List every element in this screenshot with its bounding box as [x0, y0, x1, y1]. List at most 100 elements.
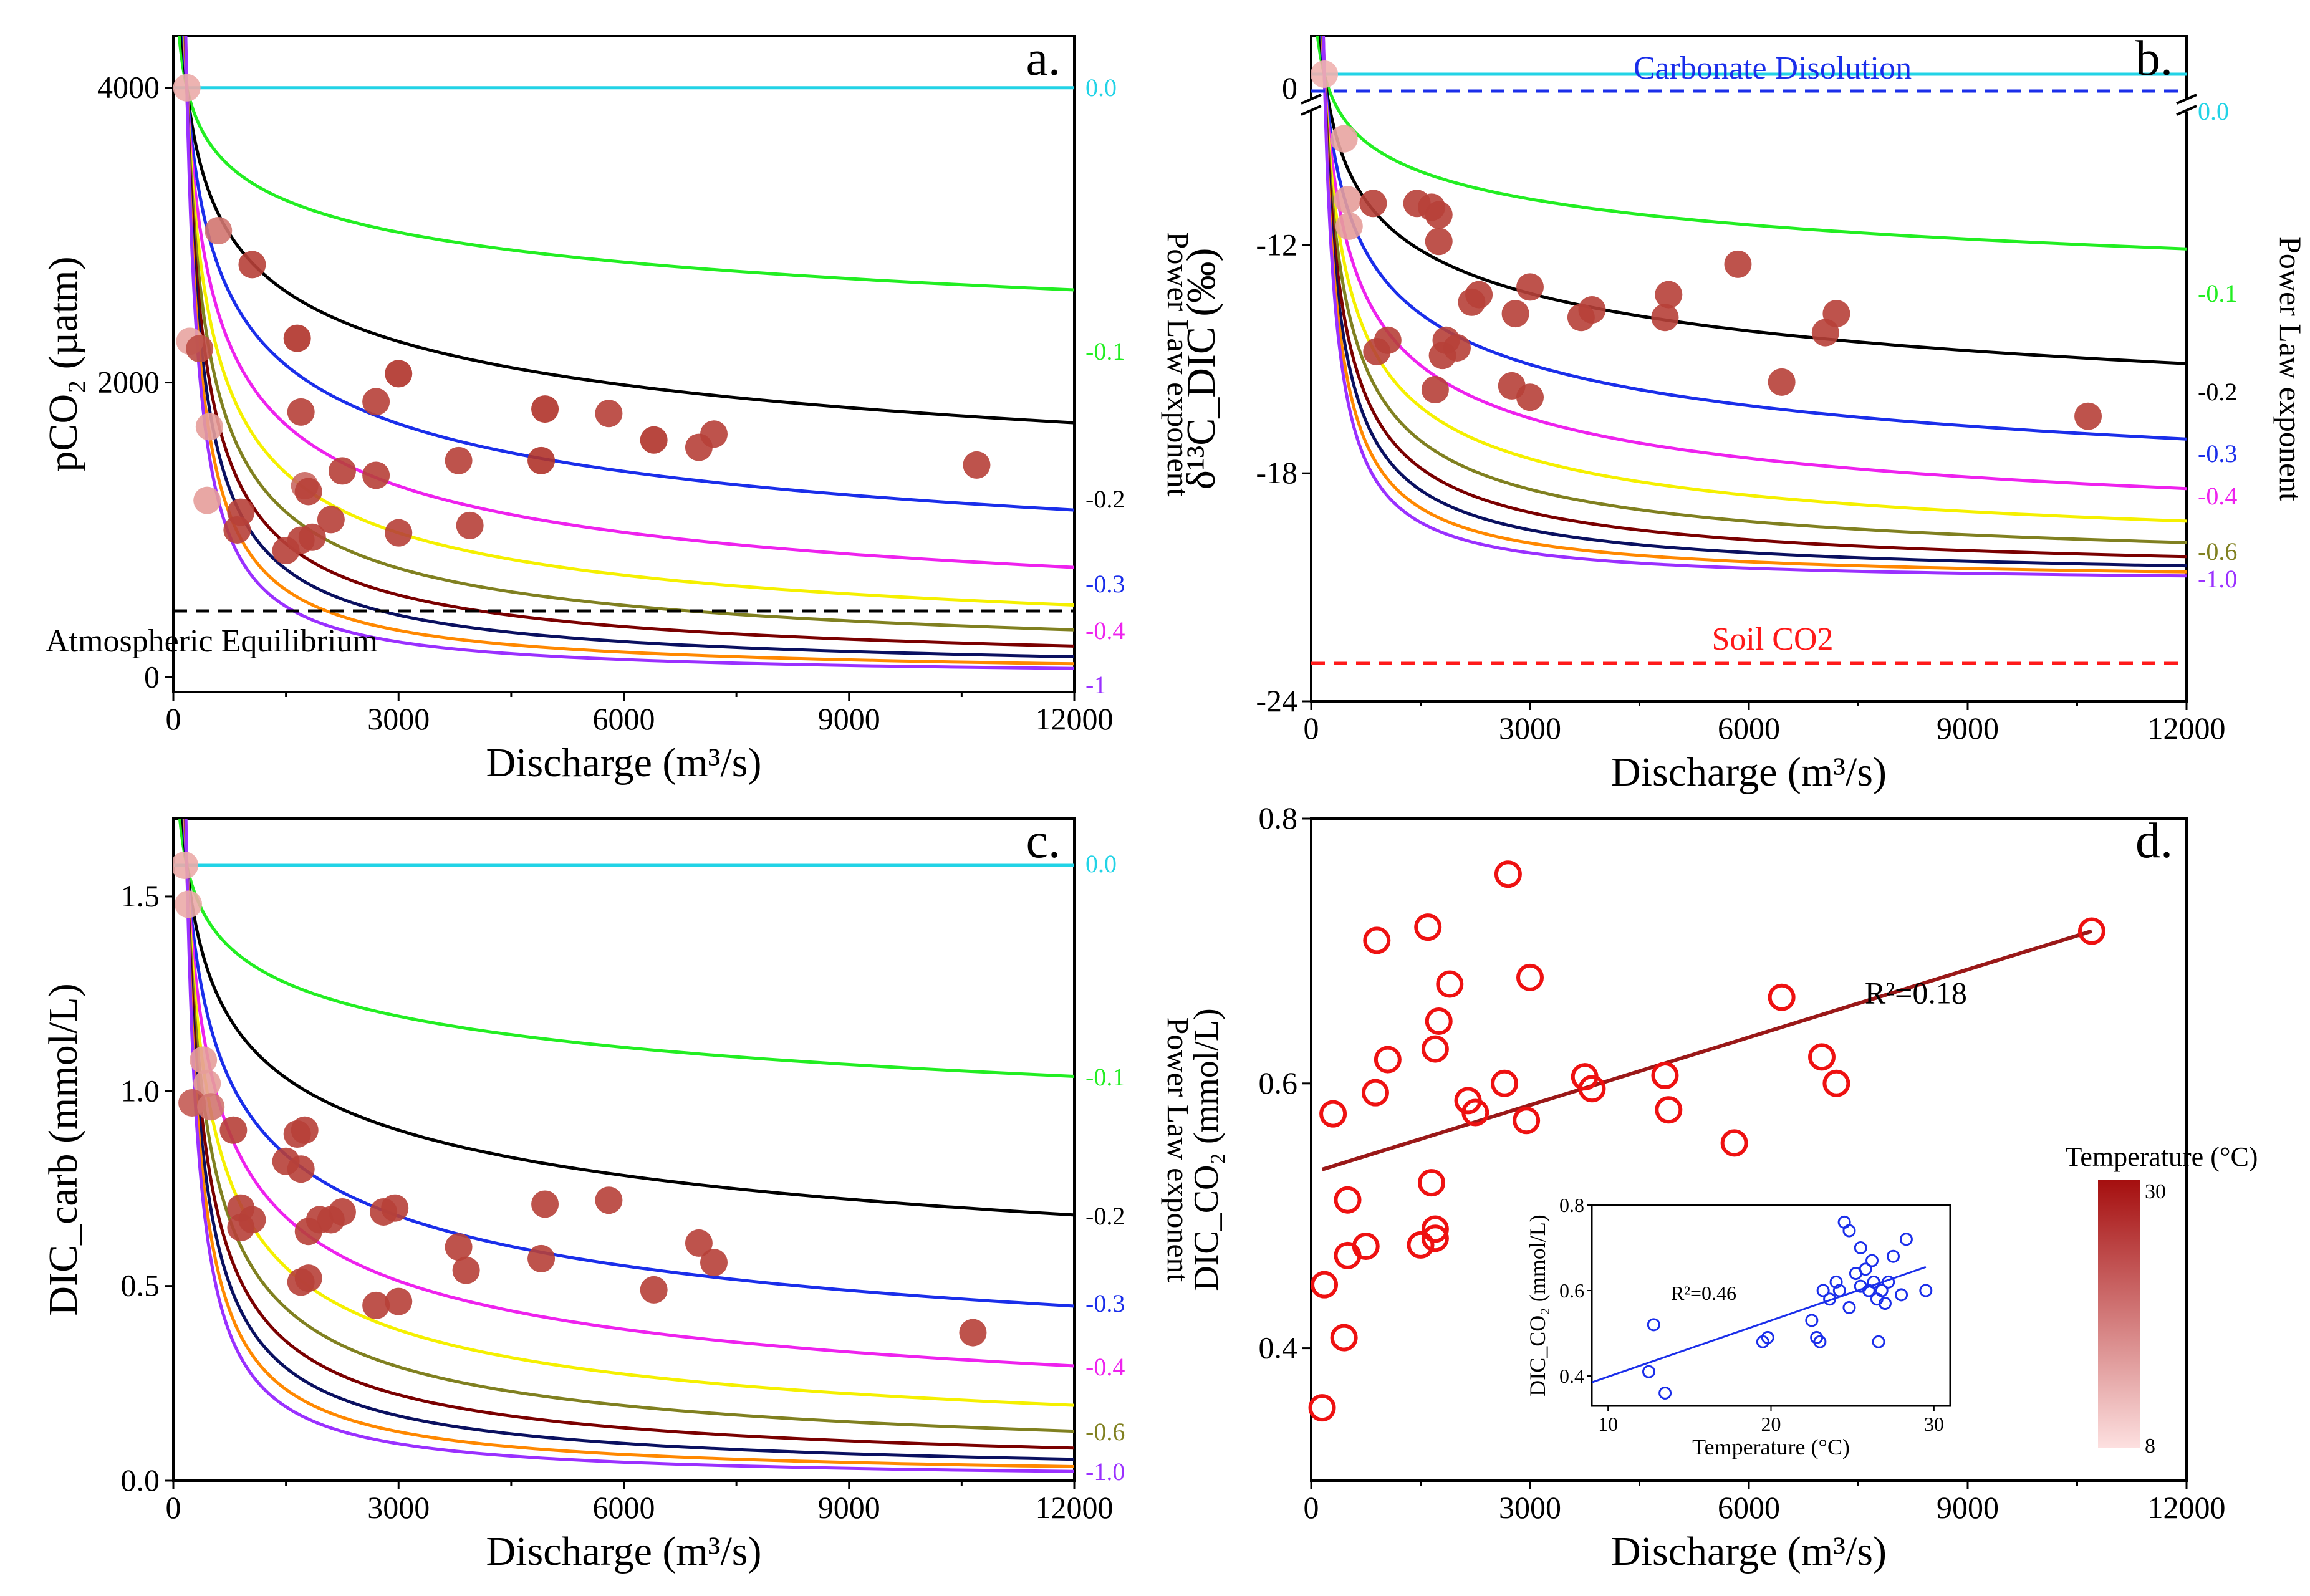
power-law-curve	[1321, 36, 2187, 523]
y-tick-label: -18	[1256, 455, 1297, 490]
data-point	[362, 1291, 390, 1319]
data-point	[1374, 1046, 1402, 1074]
curve-label: -0.1	[1085, 1063, 1125, 1091]
panel-label: c.	[1026, 814, 1061, 868]
data-point	[385, 360, 413, 388]
power-law-curve	[184, 36, 1074, 670]
power-law-curve	[184, 819, 1074, 1450]
axis-break-mark	[2176, 105, 2197, 116]
inset-data-point	[1813, 1335, 1827, 1348]
data-point	[1421, 1035, 1449, 1063]
data-point	[1578, 296, 1606, 324]
curve-label: -0.2	[1085, 485, 1125, 513]
data-point	[1516, 963, 1544, 991]
reference-line-label: Carbonate Disolution	[1634, 50, 1912, 86]
data-point	[381, 1194, 409, 1222]
data-point	[1319, 1100, 1347, 1128]
power-law-curve	[1321, 36, 2187, 574]
data-point	[1655, 281, 1683, 309]
power-law-curve	[181, 819, 1074, 1217]
power-law-curve	[183, 36, 1074, 569]
inset-data-point	[1642, 1365, 1655, 1378]
inset-data-point	[1842, 1224, 1856, 1238]
y-axis-title: DIC_CO₂ (mmol/L)	[1187, 1008, 1226, 1291]
data-point	[223, 516, 251, 544]
x-axis-title: Discharge (m³/s)	[1611, 749, 1887, 795]
data-point	[1436, 970, 1464, 998]
data-point	[294, 1264, 322, 1292]
inset-data-point	[1872, 1335, 1885, 1348]
x-tick-label: 12000	[1036, 701, 1114, 736]
inset-data-point	[1867, 1275, 1880, 1289]
data-point	[1461, 1098, 1489, 1127]
data-point	[1768, 368, 1796, 396]
x-tick-label: 3000	[367, 1490, 430, 1525]
data-point	[1374, 326, 1402, 354]
power-law-curve	[180, 36, 1074, 425]
inset-data-point	[1887, 1249, 1900, 1263]
reference-line-label: Atmospheric Equilibrium	[46, 623, 378, 659]
x-tick-label: 6000	[593, 1490, 655, 1525]
data-point	[175, 890, 203, 918]
power-law-curve	[181, 36, 1074, 512]
inset-data-point	[1805, 1314, 1819, 1327]
x-axis-title: Discharge (m³/s)	[486, 1529, 762, 1574]
data-point	[531, 1190, 559, 1218]
inset-data-point	[1865, 1254, 1879, 1267]
fit-line	[1321, 929, 2092, 1171]
data-point	[385, 1287, 413, 1315]
curve-label: -0.6	[2198, 537, 2237, 565]
data-point	[1516, 273, 1544, 301]
inset-data-point	[1882, 1275, 1895, 1289]
y-tick-label: 2000	[97, 365, 160, 400]
data-point	[283, 324, 311, 352]
data-point	[197, 1093, 225, 1121]
data-point	[186, 335, 214, 363]
inset-data-point	[1829, 1275, 1843, 1289]
data-point	[2077, 917, 2105, 945]
reference-line-label: Soil CO2	[1711, 622, 1833, 657]
axis-break-mark	[2176, 94, 2197, 105]
data-point	[1651, 1062, 1679, 1090]
data-point	[1308, 1394, 1336, 1422]
data-point	[294, 478, 322, 506]
x-tick-label: 0	[166, 701, 181, 736]
data-point	[1335, 212, 1363, 240]
curve-group	[1311, 36, 2187, 578]
x-tick-label: 6000	[1718, 1490, 1780, 1525]
x-tick-label: 3000	[1499, 711, 1561, 746]
y2-axis-title: Power Law exponent	[1161, 1017, 1196, 1282]
y-axis-title: δ¹³C_DIC (‰)	[1178, 248, 1224, 490]
data-point	[2074, 402, 2102, 430]
data-point	[1720, 1129, 1748, 1157]
data-point	[317, 506, 345, 534]
panel-label: a.	[1026, 31, 1061, 86]
data-point	[1808, 1043, 1836, 1071]
data-point	[1334, 1186, 1362, 1214]
data-point	[1359, 190, 1387, 218]
data-point	[1655, 1096, 1683, 1124]
inset-x-tick-label: 10	[1598, 1413, 1618, 1435]
inset-data-point	[1842, 1300, 1856, 1314]
inset-data-point	[1878, 1297, 1892, 1310]
inset-chart: 10 20 30 0.4 0.6 0.8 R²=0.46 Temperature (°C) DI…	[1525, 1194, 1951, 1459]
data-point	[700, 1249, 728, 1277]
inset-data-point	[1895, 1288, 1908, 1302]
data-point	[640, 426, 668, 454]
data-point	[1330, 1324, 1358, 1352]
data-point	[527, 446, 556, 474]
data-point	[1724, 250, 1752, 278]
curve-label: -1	[1085, 671, 1106, 699]
inset-data-point	[1761, 1330, 1774, 1344]
data-point	[362, 461, 390, 489]
inset-data-point	[1875, 1284, 1889, 1297]
power-law-curve	[1321, 36, 2187, 491]
r2-label: R²=0.18	[1865, 976, 1967, 1011]
data-point	[205, 217, 233, 245]
inset-data-point	[1919, 1284, 1933, 1297]
data-point	[193, 486, 221, 514]
data-point	[1334, 186, 1362, 214]
data-point	[1425, 201, 1453, 229]
x-tick-label: 3000	[367, 701, 430, 736]
power-law-curve	[183, 819, 1074, 1368]
